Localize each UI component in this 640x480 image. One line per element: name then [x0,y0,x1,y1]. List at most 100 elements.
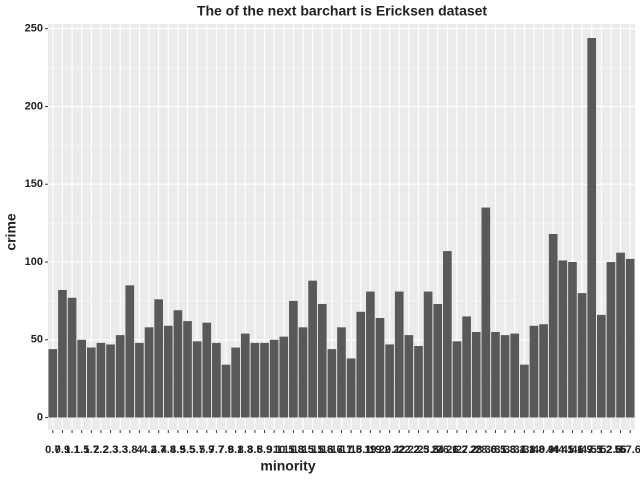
x-tick-label: 26.1 [437,444,458,456]
bar [250,342,260,418]
bar [192,341,202,418]
bar [308,280,317,418]
x-tick-label: 34.1 [514,444,535,456]
x-tick-label: 44.1 [552,444,573,456]
bar [346,358,356,418]
x-tick-label: 17.1 [331,444,352,456]
bar [183,321,192,418]
x-tick-label: 7.9 [218,444,233,456]
x-tick-label: 47.5 [581,444,602,456]
x-tick-label: 11.8 [283,444,304,456]
bar [269,339,279,418]
x-tick-label: 44 [547,444,560,456]
x-tick-label: 18.1 [350,444,371,456]
bar [48,349,58,418]
bar [491,332,500,418]
y-tick-label: 100 [25,256,43,268]
bar [115,335,125,418]
x-tick-label: 33.1 [504,444,525,456]
x-tick-label: 51.2 [591,444,612,456]
x-tick-label: 30.5 [485,444,506,456]
x-tick-label: 38.8 [523,444,544,456]
bar [452,341,462,418]
x-tick-label: 4.9 [170,444,185,456]
bar [394,291,404,418]
x-tick-label: 24 [432,444,445,456]
bar [423,291,433,418]
bar [154,299,163,418]
bar [163,325,173,418]
bar [260,342,269,418]
x-tick-label: 5.5 [180,444,195,456]
bar [510,333,520,418]
x-tick-label: 7.7 [209,444,224,456]
bar [289,300,298,418]
x-tick-label: 19.2 [369,444,390,456]
x-tick-label: 4.7 [151,444,166,456]
x-tick-label: 1.1 [64,444,79,456]
x-tick-label: 5.9 [199,444,214,456]
y-tick-label: 150 [25,178,43,190]
bar [481,207,491,418]
x-axis-title: minority [260,458,315,474]
bar [96,342,106,418]
bar [577,293,587,418]
x-tick-label: 17.5 [340,444,361,456]
bar [212,342,221,418]
x-tick-label: 15.1 [302,444,323,456]
x-tick-label: 3.3 [113,444,128,456]
x-tick-label: 20.1 [379,444,400,456]
bar [240,333,250,418]
x-tick-label: 40.9 [533,444,554,456]
bar [433,304,443,418]
x-tick-label: 1.7 [84,444,99,456]
bar [606,262,616,418]
x-tick-label: 22.2 [398,444,419,456]
bar [327,349,337,418]
bar [135,342,144,418]
bar [529,325,539,418]
chart-title: The of the next barchart is Ericksen dat… [197,3,488,19]
x-tick-label: 45.1 [562,444,583,456]
bar [462,316,471,418]
x-tick-label: 1.5 [74,444,89,456]
bar [67,297,77,418]
x-tick-label: 10.5 [273,444,294,456]
x-tick-label: 23.5 [417,444,438,456]
bar [548,234,558,418]
x-tick-label: 4 [136,444,143,456]
bar [520,364,529,418]
bar [106,344,115,418]
x-tick-label: 57.6 [619,444,640,456]
x-tick-label: 22 [393,444,405,456]
x-tick-label: 31.8 [494,444,515,456]
bar [144,327,154,418]
bar [558,260,568,418]
x-tick-label: 46.9 [571,444,592,456]
x-tick-label: 8.9 [257,444,272,456]
x-tick-label: 2.2 [93,444,108,456]
bar [356,311,366,418]
bar [279,336,289,418]
bar [202,322,212,418]
x-tick-label: 8.1 [228,444,243,456]
x-tick-label: 0.7 [45,444,60,456]
bar [231,347,240,418]
bar [625,258,635,418]
bar [616,252,625,418]
x-tick-label: 22.5 [408,444,429,456]
x-tick-label: 28 [470,444,482,456]
x-tick-label: 3.8 [122,444,137,456]
bar [125,285,135,418]
bar [539,324,548,418]
x-tick-label: 56 [614,444,626,456]
bar [375,318,385,418]
x-tick-label: 8.5 [247,444,262,456]
bar [404,335,414,418]
x-tick-label: 2.3 [103,444,118,456]
bar [173,310,183,418]
x-tick-label: 0.9 [55,444,70,456]
bar [596,314,606,418]
bar [443,251,452,418]
x-tick-label: 16.6 [321,444,342,456]
